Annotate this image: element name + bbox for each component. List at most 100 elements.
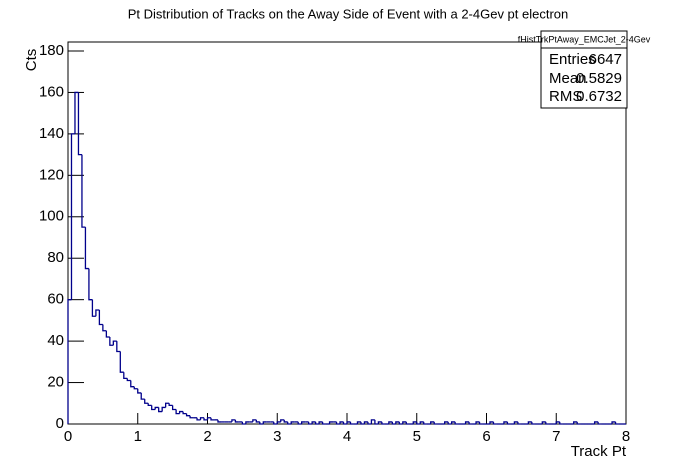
histogram-bin — [527, 421, 532, 424]
histogram-bin — [402, 421, 407, 424]
histogram-bin — [398, 421, 403, 425]
histogram-bin — [84, 227, 89, 270]
histogram-bin — [412, 421, 417, 424]
histogram-bin — [283, 419, 288, 423]
histogram-bin — [189, 415, 194, 419]
histogram-bin — [573, 421, 578, 424]
histogram-bin — [405, 421, 410, 425]
stats-value: 6647 — [589, 51, 622, 68]
histogram-bin — [280, 419, 285, 422]
histogram-bin — [360, 421, 365, 425]
x-tick-label: 8 — [622, 428, 630, 445]
histogram-bin — [335, 421, 341, 425]
histogram-bin — [464, 421, 470, 424]
histogram-bin — [374, 419, 379, 425]
histogram-bin — [531, 421, 536, 425]
histogram-bin — [140, 392, 145, 400]
y-tick-label: 100 — [39, 208, 64, 225]
histogram-bin — [203, 417, 208, 421]
histogram-bin — [161, 406, 166, 412]
stats-label: Mean — [549, 70, 587, 87]
histogram-bin — [367, 421, 372, 425]
histogram-bin — [276, 421, 281, 424]
x-tick-label: 4 — [343, 428, 351, 445]
histogram-bin — [178, 410, 184, 414]
histogram-bin — [489, 421, 494, 424]
histogram-bin — [210, 417, 215, 421]
histogram-bin — [614, 421, 620, 425]
y-tick-label: 20 — [47, 374, 64, 391]
x-tick-label: 3 — [273, 428, 281, 445]
histogram-bin — [447, 421, 452, 425]
histogram-bin — [234, 419, 239, 423]
histogram-bin — [346, 421, 351, 424]
histogram-bin — [67, 299, 72, 424]
histogram-bin — [597, 421, 602, 425]
histogram-bin — [158, 407, 163, 413]
histogram-bin — [559, 421, 564, 425]
histogram-bin — [130, 380, 135, 388]
histogram-bin — [147, 403, 152, 406]
histogram-bin — [77, 92, 82, 156]
histogram-bin — [95, 309, 100, 317]
y-tick-label: 160 — [39, 83, 64, 100]
histogram-bin — [182, 411, 187, 415]
histogram-bin — [593, 421, 599, 424]
histogram-bin — [416, 421, 421, 425]
stats-value: 0.6732 — [576, 88, 622, 105]
histogram-bin — [231, 419, 236, 422]
histogram-bin — [311, 421, 316, 424]
stats-title: fHistTrkPtAway_EMCJet_2-4Gev — [518, 34, 651, 44]
histogram-bin — [126, 378, 131, 382]
histogram-bin — [81, 154, 86, 228]
histogram-bin — [468, 421, 473, 425]
histogram-bin — [328, 421, 334, 424]
y-tick-label: 140 — [39, 125, 64, 142]
histogram-bin — [433, 421, 438, 425]
histogram-bin — [545, 421, 550, 425]
histogram-bin — [262, 421, 267, 424]
histogram-bin — [74, 91, 79, 134]
stats-frame — [540, 30, 628, 109]
histogram-bin — [363, 421, 368, 424]
histogram-bin — [168, 403, 173, 406]
histogram-bin — [513, 421, 518, 424]
histogram-bin — [123, 372, 128, 380]
histogram-bin — [98, 310, 103, 326]
x-tick-label: 6 — [482, 428, 490, 445]
histogram-bin — [388, 421, 393, 424]
histogram-bin — [475, 421, 480, 424]
histogram-bin — [611, 421, 616, 424]
stats-label: Entries — [549, 51, 596, 68]
histogram-bin — [321, 421, 327, 425]
histogram-bin — [241, 421, 246, 425]
y-tick-label: 80 — [47, 249, 64, 266]
histogram-bin — [339, 421, 344, 424]
histogram-bin — [70, 133, 75, 300]
histogram-bin — [154, 406, 159, 410]
histogram-bin — [301, 421, 306, 424]
x-axis-label: Track Pt — [571, 443, 627, 460]
histogram-bin — [102, 324, 107, 332]
histogram-bin — [175, 409, 180, 415]
histogram-bin — [450, 421, 456, 424]
histogram-bin — [297, 421, 302, 425]
histogram-bin — [109, 336, 114, 346]
x-tick-label: 2 — [203, 428, 211, 445]
y-tick-label: 180 — [39, 42, 64, 59]
histogram-bin — [423, 421, 428, 425]
histogram-bin — [185, 413, 191, 417]
y-tick-label: 120 — [39, 166, 64, 183]
histogram-bin — [395, 421, 400, 424]
stats-value: 0.5829 — [576, 70, 622, 87]
histogram-bin — [555, 421, 560, 424]
histogram-bin — [119, 351, 124, 373]
histogram-bin — [444, 421, 449, 424]
histogram-bin — [151, 405, 156, 411]
histogram-bin — [199, 417, 205, 420]
histogram-bin — [576, 421, 581, 425]
histogram-bin — [196, 417, 201, 421]
histogram-bin — [430, 421, 435, 424]
histogram-bin — [506, 421, 511, 425]
